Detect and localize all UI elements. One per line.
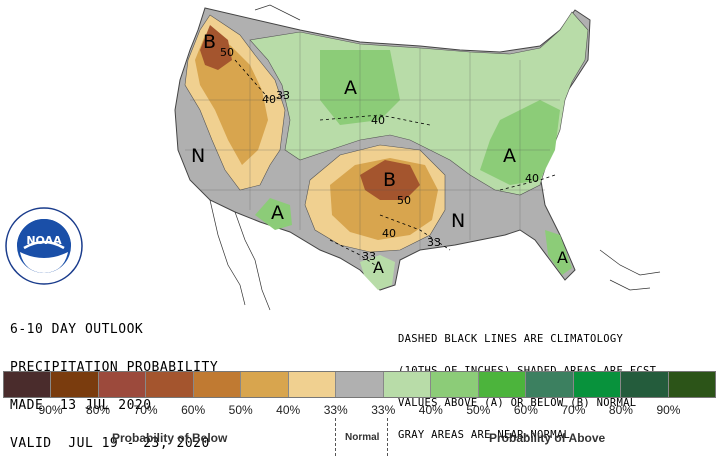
- disclaimer-line-3: VALUES ABOVE (A) OR BELOW (B) NORMAL: [398, 397, 637, 409]
- legend-swatch-2: [98, 372, 147, 397]
- legend-tick-1: 80%: [86, 403, 111, 417]
- label-b-plains: B: [383, 169, 397, 191]
- title-line-2: PRECIPITATION PROBABILITY: [10, 360, 219, 375]
- legend-divider-left: [335, 418, 336, 456]
- legend-swatch-4: [193, 372, 242, 397]
- legend-tick-9: 50%: [466, 403, 491, 417]
- disclaimer-line-4: GRAY AREAS ARE NEAR-NORMAL: [398, 429, 571, 441]
- contour-40-nw: 40: [262, 93, 276, 106]
- contour-33-nw: 33: [276, 89, 290, 102]
- label-a-north-plains: A: [344, 77, 357, 99]
- label-a-east: A: [503, 145, 516, 167]
- label-n-west: N: [191, 145, 206, 167]
- noaa-logo: NOAA: [5, 207, 83, 285]
- legend-swatch-9: [431, 372, 479, 397]
- legend-swatch-0: [4, 372, 52, 397]
- label-b-northwest: B: [203, 31, 217, 53]
- legend-swatch-1: [51, 372, 99, 397]
- contour-50-nw: 50: [220, 46, 234, 59]
- legend-tick-6: 33%: [323, 403, 348, 417]
- legend-tick-11: 70%: [561, 403, 586, 417]
- label-a-texas: A: [373, 258, 384, 277]
- contour-33-tx: 33: [362, 250, 376, 263]
- label-n-south: N: [451, 210, 466, 232]
- outlook-title-block: 6-10 DAY OUTLOOK PRECIPITATION PROBABILI…: [10, 300, 218, 464]
- contour-50-plains: 50: [397, 194, 411, 207]
- label-a-florida: A: [557, 248, 568, 267]
- legend-tick-8: 40%: [418, 403, 443, 417]
- legend-divider-right: [387, 418, 388, 456]
- legend-tick-12: 80%: [608, 403, 633, 417]
- legend-above-caption: Probability of Above: [489, 431, 606, 445]
- disclaimer-line-1: DASHED BLACK LINES ARE CLIMATOLOGY: [398, 333, 624, 345]
- label-a-southwest: A: [271, 202, 284, 224]
- legend-tick-7: 33%: [371, 403, 396, 417]
- precipitation-map: [174, 4, 661, 311]
- legend-tick-13: 90%: [656, 403, 681, 417]
- legend-swatch-13: [621, 372, 669, 397]
- legend-swatch-12: [573, 372, 622, 397]
- title-line-3: MADE 13 JUL 2020: [10, 398, 152, 413]
- legend-swatch-10: [478, 372, 527, 397]
- title-line-4: VALID JUL 19 - 23, 2020: [10, 436, 210, 451]
- legend-color-bar: [3, 371, 716, 398]
- legend-swatch-7: [336, 372, 384, 397]
- legend-normal-caption: Normal: [345, 432, 380, 443]
- legend-tick-4: 50%: [228, 403, 253, 417]
- legend-ticks: 90% 80% 70% 60% 50% 40% 33% 33% 40% 50% 60% 70% 80% 9…: [3, 403, 716, 419]
- legend-tick-0: 90%: [38, 403, 63, 417]
- legend-tick-5: 40%: [276, 403, 301, 417]
- contour-40-plains: 40: [382, 227, 396, 240]
- legend-tick-10: 60%: [513, 403, 538, 417]
- legend-swatch-11: [526, 372, 574, 397]
- contour-40-north: 40: [371, 114, 385, 127]
- contour-33-south: 33: [427, 236, 441, 249]
- legend-tick-2: 70%: [133, 403, 158, 417]
- legend-swatch-6: [288, 372, 337, 397]
- contour-40-east: 40: [525, 172, 539, 185]
- legend-swatch-14: [668, 372, 716, 397]
- legend-swatch-8: [383, 372, 432, 397]
- legend-below-caption: Probability of Below: [112, 431, 228, 445]
- title-line-1: 6-10 DAY OUTLOOK: [10, 322, 144, 337]
- noaa-logo-text: NOAA: [26, 234, 62, 247]
- legend-swatch-3: [146, 372, 194, 397]
- legend-tick-3: 60%: [181, 403, 206, 417]
- legend-swatch-5: [241, 372, 289, 397]
- state-borders: [185, 32, 560, 260]
